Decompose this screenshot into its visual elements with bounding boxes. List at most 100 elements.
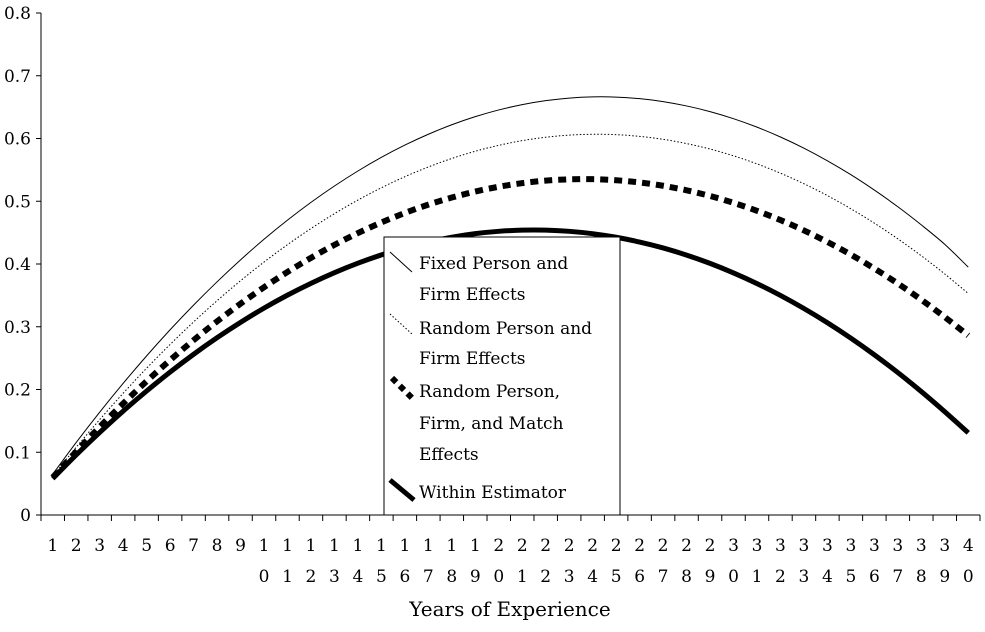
x-tick-label: 4 xyxy=(587,567,598,587)
x-tick-label: 2 xyxy=(306,567,317,587)
x-tick-label: 1 xyxy=(446,536,457,556)
legend-label-within: Within Estimator xyxy=(419,483,567,503)
x-tick-label: 4 xyxy=(963,536,974,556)
x-tick-label: 6 xyxy=(399,567,410,587)
x-tick-label: 0 xyxy=(963,567,974,587)
x-tick-label: 5 xyxy=(376,567,387,587)
x-tick-label: 1 xyxy=(47,536,58,556)
x-tick-label: 1 xyxy=(329,536,340,556)
x-tick-label: 3 xyxy=(799,536,810,556)
x-tick-label: 1 xyxy=(352,536,363,556)
x-tick-label: 3 xyxy=(728,536,739,556)
x-tick-label: 3 xyxy=(939,536,950,556)
x-tick-label: 1 xyxy=(282,536,293,556)
x-tick-label: 3 xyxy=(916,536,927,556)
x-tick-label: 6 xyxy=(165,536,176,556)
x-tick-label: 0 xyxy=(259,567,270,587)
legend-box xyxy=(383,236,621,516)
x-tick-label: 4 xyxy=(352,567,363,587)
x-tick-label: 1 xyxy=(259,536,270,556)
x-tick-label: 5 xyxy=(845,567,856,587)
x-tick-label: 3 xyxy=(775,536,786,556)
y-tick-label: 0.3 xyxy=(4,318,31,338)
x-tick-label: 3 xyxy=(799,567,810,587)
x-tick-label: 3 xyxy=(822,536,833,556)
x-tick-label: 3 xyxy=(329,567,340,587)
x-tick-label: 4 xyxy=(822,567,833,587)
x-tick-label: 9 xyxy=(470,567,481,587)
x-tick-label: 3 xyxy=(752,536,763,556)
legend-label-match-line2: Firm, and Match xyxy=(419,414,564,434)
x-tick-label: 2 xyxy=(71,536,82,556)
series-line-3 xyxy=(50,176,971,480)
x-tick-label: 8 xyxy=(916,567,927,587)
x-tick-label: 2 xyxy=(634,536,645,556)
x-tick-label: 2 xyxy=(681,536,692,556)
x-tick-label: 2 xyxy=(540,536,551,556)
x-tick-label: 2 xyxy=(564,536,575,556)
y-tick-label: 0.2 xyxy=(4,381,31,401)
x-tick-label: 1 xyxy=(306,536,317,556)
x-tick-label: 3 xyxy=(869,536,880,556)
x-axis-title: Years of Experience xyxy=(408,597,610,621)
x-tick-label: 2 xyxy=(540,567,551,587)
x-tick-label: 7 xyxy=(658,567,669,587)
x-tick-label: 1 xyxy=(282,567,293,587)
legend-swatch-within xyxy=(388,478,416,502)
y-tick-label: 0.4 xyxy=(4,255,31,275)
series-line-2 xyxy=(52,133,969,477)
legend-label-fixed-line2: Firm Effects xyxy=(419,285,526,305)
x-tick-label: 6 xyxy=(869,567,880,587)
x-tick-label: 1 xyxy=(752,567,763,587)
x-tick-label: 7 xyxy=(188,536,199,556)
x-tick-label: 1 xyxy=(423,536,434,556)
legend-swatch-fixed xyxy=(389,251,413,273)
x-tick-label: 3 xyxy=(94,536,105,556)
legend-label-match-line1: Random Person, xyxy=(419,382,560,402)
y-tick-label: 0.8 xyxy=(4,4,31,24)
x-tick-label: 4 xyxy=(118,536,129,556)
legend-swatch-random xyxy=(389,313,413,335)
x-tick-label: 6 xyxy=(634,567,645,587)
x-tick-label: 5 xyxy=(141,536,152,556)
series-group xyxy=(50,96,971,481)
x-tick-label: 0 xyxy=(493,567,504,587)
legend-label-fixed-line1: Fixed Person and xyxy=(419,254,568,274)
x-tick-label: 8 xyxy=(212,536,223,556)
x-tick-label: 9 xyxy=(939,567,950,587)
x-tick-label: 2 xyxy=(493,536,504,556)
x-tick-label: 3 xyxy=(892,536,903,556)
y-tick-label: 0.1 xyxy=(4,443,31,463)
x-tick-label: 2 xyxy=(705,536,716,556)
x-tick-label: 7 xyxy=(892,567,903,587)
legend: Fixed Person and Firm Effects Random Per… xyxy=(383,236,621,516)
legend-label-random-line2: Firm Effects xyxy=(419,349,526,369)
x-tick-label: 2 xyxy=(587,536,598,556)
x-tick-label: 3 xyxy=(845,536,856,556)
x-tick-label: 9 xyxy=(705,567,716,587)
x-tick-label: 0 xyxy=(728,567,739,587)
x-tick-label: 2 xyxy=(658,536,669,556)
y-tick-group: 0 0.1 0.2 0.3 0.4 0.5 0.6 0.7 0.8 xyxy=(4,4,41,526)
x-tick-label: 5 xyxy=(611,567,622,587)
series-line-1 xyxy=(52,96,969,475)
x-tick-label: 7 xyxy=(423,567,434,587)
x-tick-label: 1 xyxy=(399,536,410,556)
y-tick-label: 0.6 xyxy=(4,130,31,150)
x-tick-group: 1 2 3 4 5 6 7 8 9 1011121314151617181920212223242… xyxy=(40,515,981,587)
x-tick-label: 1 xyxy=(376,536,387,556)
x-tick-label: 3 xyxy=(564,567,575,587)
x-tick-label: 2 xyxy=(611,536,622,556)
legend-label-match-line3: Effects xyxy=(419,445,479,465)
legend-label-random-line1: Random Person and xyxy=(419,319,592,339)
x-tick-label: 1 xyxy=(470,536,481,556)
y-tick-label: 0.5 xyxy=(4,192,31,212)
y-axis: 0 0.1 0.2 0.3 0.4 0.5 0.6 0.7 0.8 xyxy=(4,4,42,526)
x-tick-label: 2 xyxy=(775,567,786,587)
x-axis: 1 2 3 4 5 6 7 8 9 1011121314151617181920212223242… xyxy=(40,514,981,587)
y-tick-label: 0 xyxy=(20,506,31,526)
x-tick-label: 8 xyxy=(446,567,457,587)
x-tick-label: 9 xyxy=(235,536,246,556)
y-tick-label: 0.7 xyxy=(4,67,31,87)
x-tick-label: 8 xyxy=(681,567,692,587)
